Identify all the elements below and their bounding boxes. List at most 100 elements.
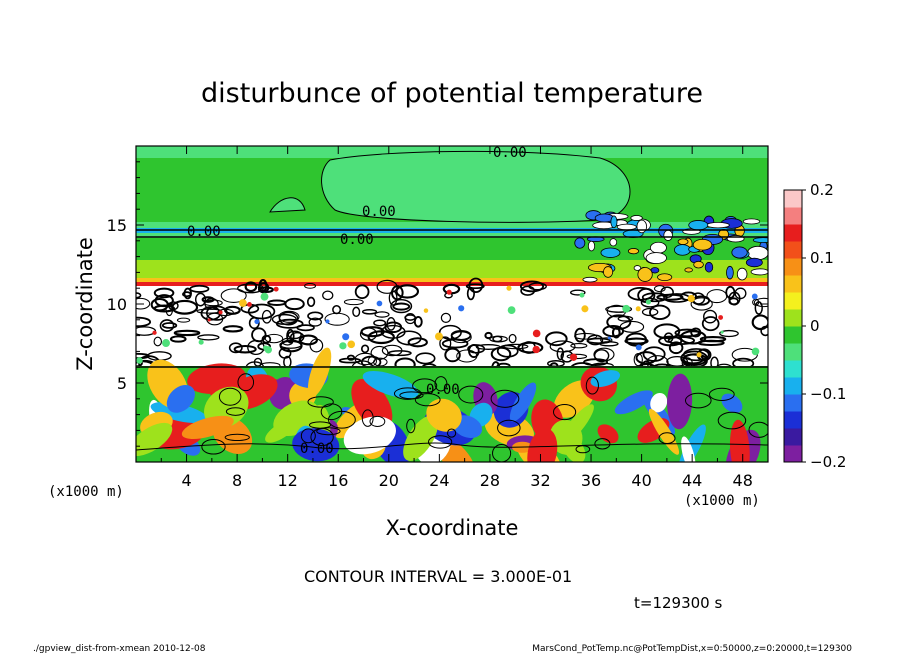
contour-ring (684, 392, 712, 409)
field-band-orange (136, 278, 768, 282)
colorbar-swatch (784, 377, 802, 395)
contour-dot (720, 330, 724, 334)
contour-scribble (520, 285, 536, 296)
field-blob (181, 415, 234, 440)
contour-ring (490, 389, 520, 408)
contour-line-lower (136, 442, 768, 451)
field-blob (614, 390, 653, 415)
contour-dot (152, 330, 157, 335)
contour-scribble (289, 331, 305, 343)
contour-scribble (220, 288, 247, 303)
contour-scribble (415, 352, 436, 365)
field-blob (729, 419, 750, 462)
field-blob (527, 428, 558, 462)
contour-dot (635, 306, 641, 312)
field-disturbance (736, 267, 748, 281)
contour-scribble (760, 325, 768, 337)
contour-dot (273, 286, 279, 292)
colorbar-swatch (784, 292, 802, 310)
x-axis-unit: (x1000 m) (684, 493, 760, 509)
y-axis-label: Z-coordinate (73, 237, 97, 371)
field-disturbance (627, 248, 640, 255)
contour-ring (406, 418, 416, 434)
contour-scribble (404, 314, 417, 321)
contour-scribble (176, 317, 191, 323)
x-tick-label: 36 (581, 471, 601, 490)
field-blob (721, 393, 743, 414)
contour-scribble (309, 338, 324, 353)
contour-scribble (222, 325, 244, 333)
contour-scribble (136, 316, 152, 328)
field-band-yellowgreen (136, 260, 768, 280)
contour-scribble (278, 310, 300, 323)
contour-scribble (605, 305, 633, 313)
contour-ring (552, 403, 577, 421)
contour-scribble (308, 317, 322, 327)
contour-dot (718, 315, 724, 320)
contour-ring (361, 409, 374, 427)
contour-scribble (257, 286, 274, 294)
contour-scribble (251, 327, 267, 343)
contour-ring (748, 421, 768, 438)
colorbar-tick-label: −0.2 (810, 453, 846, 471)
colorbar-swatch (784, 258, 802, 276)
colorbar-swatch (784, 241, 802, 259)
contour-scribble (438, 324, 462, 340)
contour-scribble (731, 347, 758, 362)
x-tick-label: 28 (480, 471, 500, 490)
field-blob (681, 436, 696, 462)
y-tick-label: 5 (117, 374, 127, 393)
contour-scribble (703, 309, 718, 324)
contour-scribble (754, 301, 763, 315)
x-tick-label: 20 (379, 471, 399, 490)
contour-ring (717, 411, 747, 430)
contour-ring (434, 376, 448, 392)
contour-scribble (456, 349, 478, 363)
field-disturbance (600, 247, 621, 258)
contour-scribble (206, 312, 224, 326)
field-blob (650, 392, 668, 413)
contour-scribble (360, 344, 370, 354)
contour-scribble (228, 342, 243, 354)
contour-scribble (439, 336, 452, 351)
contour-scribble (298, 334, 319, 346)
contour-scribble (346, 354, 356, 361)
contour-dot (506, 285, 512, 291)
contour-scribble (153, 287, 175, 299)
contour-ring (218, 387, 242, 406)
contour-dot (751, 293, 758, 300)
contour-ring (237, 373, 255, 392)
contour-dot (532, 345, 540, 354)
contour-ring (497, 419, 521, 437)
field-disturbance (637, 267, 653, 282)
field-disturbance (574, 237, 586, 249)
contour-dot (260, 292, 269, 301)
field-disturbance (747, 245, 768, 261)
field-disturbance (692, 238, 713, 251)
contour-ring (399, 391, 424, 400)
contour-dot (218, 310, 223, 315)
contour-scribble (395, 284, 420, 299)
contour-scribble (338, 357, 362, 364)
field-disturbance (750, 268, 768, 276)
contour-ring (412, 378, 438, 394)
contour-scribble (194, 292, 207, 307)
contour-label-5: 0.00 (426, 382, 460, 398)
contour-dot (136, 357, 143, 364)
contour-ring (225, 407, 246, 416)
field-blob (166, 384, 195, 413)
contour-scribble (690, 297, 713, 311)
contour-scribble (359, 327, 378, 341)
contour-scribble (183, 287, 192, 300)
contour-scribble (656, 293, 684, 301)
contour-ring (594, 438, 611, 450)
contour-scribble (392, 302, 411, 311)
y-tick-label: 10 (107, 295, 127, 314)
contour-scribble (465, 283, 485, 290)
contour-dot (579, 292, 585, 298)
field-disturbance (609, 238, 618, 247)
field-disturbance (587, 240, 596, 252)
contour-scribble (407, 337, 428, 348)
field-blob (667, 373, 693, 430)
